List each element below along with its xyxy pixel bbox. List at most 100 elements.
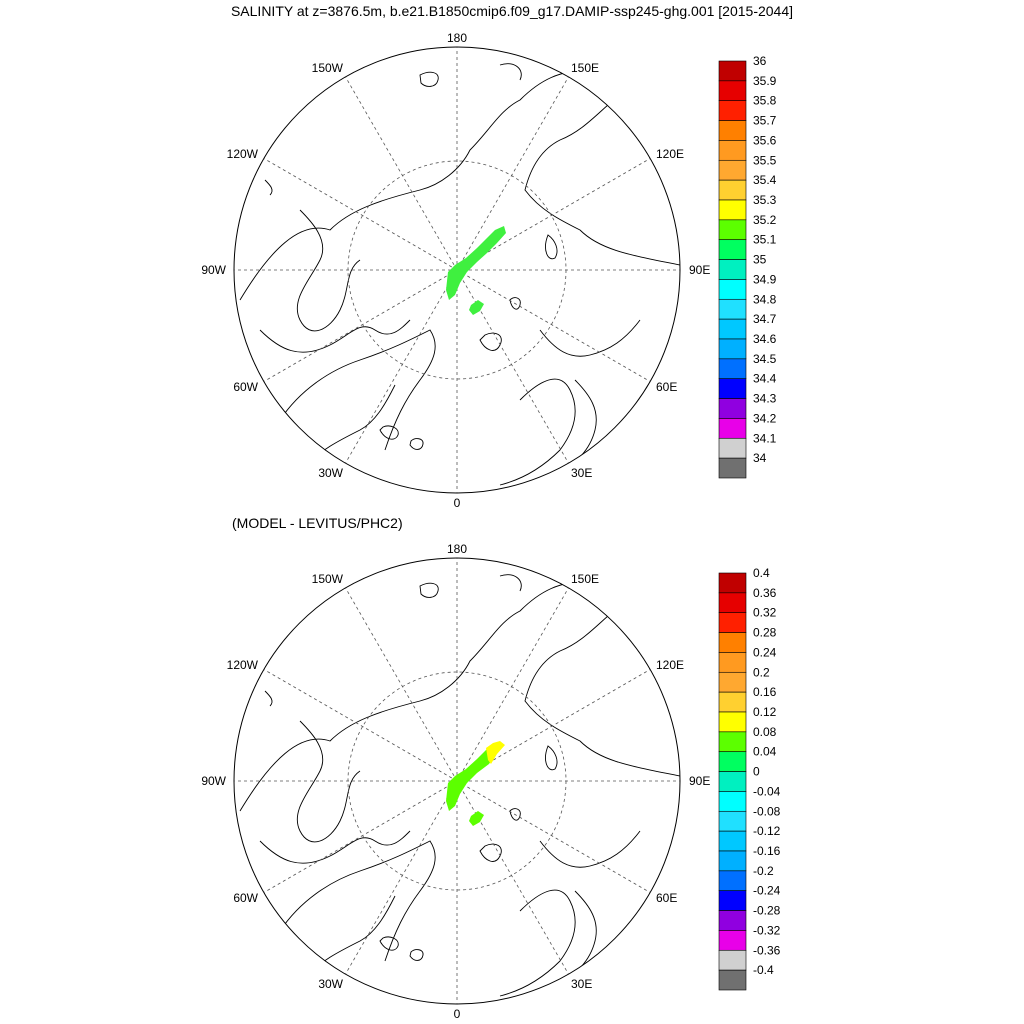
salinity-field-patch (446, 226, 506, 300)
colorbar-swatch (718, 159, 747, 181)
colorbar-label: 35.1 (753, 233, 777, 247)
colorbar-label: 0.08 (753, 725, 777, 739)
colorbar-swatch (718, 418, 747, 439)
lon-label-150e: 150E (571, 61, 599, 75)
lon-label-30w: 30W (318, 466, 343, 480)
lon-label-0: 0 (454, 1007, 461, 1021)
colorbar-label: -0.32 (753, 923, 781, 937)
difference-field-patch-small (469, 811, 484, 826)
lon-label-60e: 60E (656, 380, 677, 394)
colorbar-label: -0.28 (753, 904, 781, 918)
colorbar-swatch (718, 949, 747, 971)
colorbar-swatch (718, 791, 747, 812)
lon-label-30w: 30W (318, 977, 343, 991)
colorbar-label: 35.5 (753, 153, 777, 167)
colorbar-label: 35 (753, 253, 767, 267)
difference-map: 180 0 90W 90E 150W 120W 150E 120E 60W 30… (201, 542, 780, 1021)
colorbar-swatch (718, 731, 747, 753)
difference-field-patch (446, 744, 497, 811)
salinity-field (446, 226, 506, 315)
lon-label-30e: 30E (571, 466, 592, 480)
colorbar-label: 0.12 (753, 705, 777, 719)
colorbar-label: -0.4 (753, 963, 774, 977)
colorbar-swatch (718, 378, 747, 399)
longitude-labels: 180 0 90W 90E 150W 120W 150E 120E 60W 30… (201, 31, 710, 510)
difference-colorbar: 0.4 0.36 0.32 0.28 0.24 0.2 0.16 0.12 0.08 0.04 0 -… (718, 566, 781, 991)
colorbar-label: 0.2 (753, 665, 770, 679)
lon-label-120w: 120W (227, 658, 259, 672)
colorbar-swatch (718, 930, 747, 951)
lon-label-180: 180 (447, 31, 467, 45)
colorbar-label: 0.4 (753, 566, 770, 580)
lon-label-60w: 60W (233, 380, 258, 394)
difference-subtitle: (MODEL - LEVITUS/PHC2) (232, 515, 403, 531)
coastlines (239, 574, 680, 997)
lon-label-150e: 150E (571, 572, 599, 586)
colorbar-label: -0.36 (753, 943, 781, 957)
colorbar-swatch (718, 691, 747, 713)
lon-label-60w: 60W (233, 891, 258, 905)
colorbar-label: 34.1 (753, 431, 777, 445)
colorbar-label: 36 (753, 54, 767, 68)
colorbar-swatch (718, 239, 747, 260)
colorbar-swatch (718, 259, 747, 280)
colorbar-swatch (718, 60, 747, 82)
colorbar-label: 34.8 (753, 292, 777, 306)
lon-label-150w: 150W (312, 572, 344, 586)
colorbar-label: 35.7 (753, 114, 777, 128)
colorbar-label: 35.2 (753, 213, 777, 227)
colorbar-swatch (718, 671, 747, 693)
colorbar-swatch (718, 219, 747, 241)
colorbar-swatch (718, 279, 747, 300)
colorbar-swatch (718, 632, 747, 653)
colorbar-swatch (718, 612, 747, 633)
lon-label-90e: 90E (689, 774, 710, 788)
colorbar-swatch (718, 457, 747, 479)
lon-label-150w: 150W (312, 61, 344, 75)
colorbar-label: 35.4 (753, 173, 777, 187)
difference-field (446, 741, 505, 826)
colorbar-swatch (718, 910, 747, 931)
colorbar-swatch (718, 298, 747, 320)
colorbar-label: -0.2 (753, 864, 774, 878)
colorbar-swatch (718, 870, 747, 892)
colorbar-swatch (718, 592, 747, 614)
colorbar-label: 0.28 (753, 626, 777, 640)
colorbar-label: 0.32 (753, 606, 777, 620)
colorbar-swatch (718, 318, 747, 340)
colorbar-swatch (718, 398, 747, 419)
colorbar-swatch (718, 338, 747, 360)
colorbar-swatch (718, 890, 747, 911)
colorbar-label: 0.16 (753, 685, 777, 699)
colorbar-swatch (718, 969, 747, 991)
colorbar-label: 0.36 (753, 586, 777, 600)
lon-label-90e: 90E (689, 263, 710, 277)
colorbar-swatch (718, 652, 747, 673)
lon-label-120e: 120E (656, 147, 684, 161)
colorbar-swatch (718, 358, 747, 380)
lon-label-60e: 60E (656, 891, 677, 905)
colorbar-label: 34.3 (753, 392, 777, 406)
lon-label-90w: 90W (201, 263, 226, 277)
colorbar-label: 0 (753, 765, 760, 779)
colorbar-swatch (718, 711, 747, 733)
colorbar-label: 34.9 (753, 272, 777, 286)
lon-label-120e: 120E (656, 658, 684, 672)
lon-label-90w: 90W (201, 774, 226, 788)
colorbar-label: -0.12 (753, 824, 781, 838)
colorbar-label: -0.04 (753, 784, 781, 798)
colorbar-label: 0.24 (753, 645, 777, 659)
colorbar-label: -0.16 (753, 844, 781, 858)
longitude-labels: 180 0 90W 90E 150W 120W 150E 120E 60W 30… (201, 542, 710, 1021)
colorbar-label: 35.8 (753, 94, 777, 108)
lon-label-180: 180 (447, 542, 467, 556)
colorbar-swatch (718, 850, 747, 872)
colorbar-swatch (718, 810, 747, 832)
salinity-field-patch-small (469, 300, 484, 315)
colorbar-label: 34.6 (753, 332, 777, 346)
difference-field-positive-patch (486, 741, 505, 764)
colorbar-swatch (718, 100, 747, 121)
lon-label-120w: 120W (227, 147, 259, 161)
colorbar-swatch (718, 179, 747, 201)
